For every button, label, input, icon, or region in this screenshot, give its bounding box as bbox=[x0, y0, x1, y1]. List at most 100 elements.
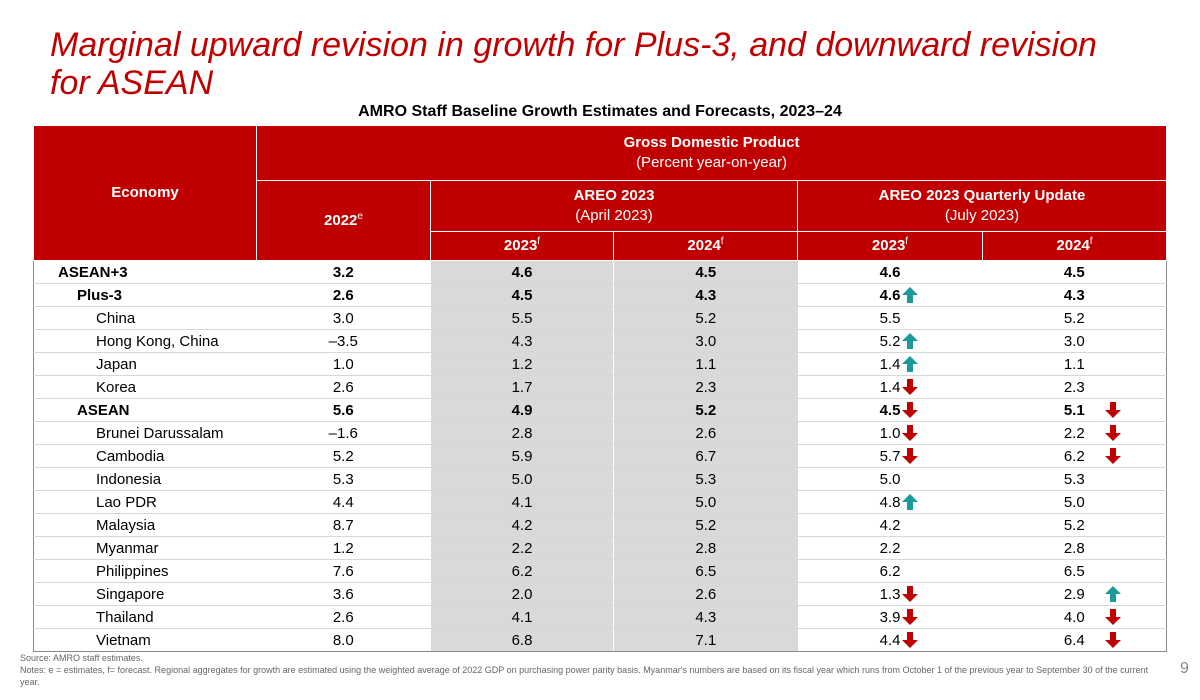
economy-name: Lao PDR bbox=[33, 490, 257, 514]
cell-value: 4.5 bbox=[1063, 263, 1085, 281]
value-areo-2023f: 4.1 bbox=[430, 490, 614, 514]
value-2022e: 5.6 bbox=[256, 398, 431, 422]
cell-value: 8.0 bbox=[332, 631, 354, 649]
value-update-2024f: 6.4 bbox=[982, 628, 1168, 652]
cell-value: 3.2 bbox=[332, 263, 354, 281]
value-areo-2023f: 5.5 bbox=[430, 306, 614, 330]
cell-value: 5.5 bbox=[879, 309, 901, 327]
value-2022e: 2.6 bbox=[256, 605, 431, 629]
value-update-2024f: 5.3 bbox=[982, 467, 1168, 491]
arrow-up-icon bbox=[901, 286, 919, 304]
arrow-down-icon bbox=[1104, 424, 1122, 442]
arrow-down-icon bbox=[1104, 608, 1122, 626]
cell-value: 2.6 bbox=[332, 286, 354, 304]
value-2022e: 3.0 bbox=[256, 306, 431, 330]
economy-header: Economy bbox=[33, 125, 257, 261]
value-update-2023f: 1.0 bbox=[797, 421, 983, 445]
value-areo-2023f: 1.7 bbox=[430, 375, 614, 399]
value-areo-2023f: 1.2 bbox=[430, 352, 614, 376]
cell-value: 1.2 bbox=[332, 539, 354, 557]
cell-value: 3.0 bbox=[695, 332, 717, 350]
cell-value: 4.8 bbox=[879, 493, 901, 511]
value-2022e: –3.5 bbox=[256, 329, 431, 353]
cell-value: 4.2 bbox=[879, 516, 901, 534]
arrow-down-icon bbox=[901, 585, 919, 603]
value-2022e: 5.2 bbox=[256, 444, 431, 468]
cell-value: 4.4 bbox=[879, 631, 901, 649]
value-update-2023f: 1.3 bbox=[797, 582, 983, 606]
cell-value: 4.5 bbox=[511, 286, 533, 304]
areo-2024-header: 2024f bbox=[613, 231, 798, 261]
cell-value: –1.6 bbox=[328, 424, 358, 442]
value-areo-2024f: 6.5 bbox=[613, 559, 798, 583]
value-2022e: 1.0 bbox=[256, 352, 431, 376]
cell-value: 5.0 bbox=[1063, 493, 1085, 511]
cell-value: 5.2 bbox=[1063, 516, 1085, 534]
value-2022e: 7.6 bbox=[256, 559, 431, 583]
cell-value: 4.1 bbox=[511, 493, 533, 511]
value-2022e: 4.4 bbox=[256, 490, 431, 514]
arrow-down-icon bbox=[901, 424, 919, 442]
value-update-2024f: 5.0 bbox=[982, 490, 1168, 514]
areo-header: AREO 2023 (April 2023) bbox=[430, 180, 798, 232]
cell-value: 1.4 bbox=[879, 378, 901, 396]
value-update-2023f: 5.0 bbox=[797, 467, 983, 491]
value-2022e: 3.2 bbox=[256, 260, 431, 284]
notes: Notes: e = estimates, f= forecast. Regio… bbox=[20, 665, 1149, 687]
table-body: ASEAN+3 3.2 4.6 4.5 4.6 4.5 Plus-3 2.6 4.5 4.3 4.6… bbox=[33, 260, 1168, 652]
value-update-2024f: 1.1 bbox=[982, 352, 1168, 376]
cell-value: 5.3 bbox=[695, 470, 717, 488]
cell-value: 2.2 bbox=[1063, 424, 1085, 442]
cell-value: 4.1 bbox=[511, 608, 533, 626]
cell-value: 5.7 bbox=[879, 447, 901, 465]
value-areo-2023f: 4.5 bbox=[430, 283, 614, 307]
cell-value: 1.3 bbox=[879, 585, 901, 603]
cell-value: 1.7 bbox=[511, 378, 533, 396]
cell-value: 4.5 bbox=[879, 401, 901, 419]
cell-value: 2.0 bbox=[511, 585, 533, 603]
value-areo-2024f: 3.0 bbox=[613, 329, 798, 353]
value-areo-2024f: 2.8 bbox=[613, 536, 798, 560]
cell-value: 1.1 bbox=[1063, 355, 1085, 373]
cell-value: 5.2 bbox=[695, 401, 717, 419]
value-update-2023f: 4.5 bbox=[797, 398, 983, 422]
cell-value: 3.0 bbox=[1063, 332, 1085, 350]
cell-value: 6.4 bbox=[1063, 631, 1085, 649]
value-2022e: –1.6 bbox=[256, 421, 431, 445]
value-areo-2024f: 5.2 bbox=[613, 306, 798, 330]
value-update-2024f: 6.5 bbox=[982, 559, 1168, 583]
value-update-2024f: 4.3 bbox=[982, 283, 1168, 307]
value-areo-2024f: 2.6 bbox=[613, 582, 798, 606]
value-2022e: 5.3 bbox=[256, 467, 431, 491]
value-areo-2023f: 6.8 bbox=[430, 628, 614, 652]
cell-value: 2.8 bbox=[1063, 539, 1085, 557]
value-update-2023f: 5.2 bbox=[797, 329, 983, 353]
value-update-2024f: 5.1 bbox=[982, 398, 1168, 422]
gdp-forecast-table: Economy Gross Domestic Product (Percent y… bbox=[33, 125, 1168, 652]
value-areo-2023f: 5.9 bbox=[430, 444, 614, 468]
economy-name: China bbox=[33, 306, 257, 330]
cell-value: 1.0 bbox=[879, 424, 901, 442]
year-2022-header: 2022e bbox=[256, 180, 431, 261]
cell-value: 3.0 bbox=[332, 309, 354, 327]
value-update-2023f: 2.2 bbox=[797, 536, 983, 560]
arrow-down-icon bbox=[901, 447, 919, 465]
arrow-up-icon bbox=[901, 355, 919, 373]
cell-value: 2.2 bbox=[879, 539, 901, 557]
cell-value: 2.8 bbox=[511, 424, 533, 442]
cell-value: 5.3 bbox=[332, 470, 354, 488]
value-areo-2024f: 4.3 bbox=[613, 605, 798, 629]
table-row: Myanmar 1.2 2.2 2.8 2.2 2.8 bbox=[33, 536, 1168, 560]
cell-value: 5.0 bbox=[695, 493, 717, 511]
cell-value: 3.6 bbox=[332, 585, 354, 603]
value-2022e: 8.7 bbox=[256, 513, 431, 537]
cell-value: 1.1 bbox=[695, 355, 717, 373]
cell-value: 6.5 bbox=[1063, 562, 1085, 580]
arrow-down-icon bbox=[1104, 631, 1122, 649]
cell-value: 5.1 bbox=[1063, 401, 1085, 419]
economy-name: Brunei Darussalam bbox=[33, 421, 257, 445]
update-2024-header: 2024f bbox=[981, 231, 1168, 261]
update-header: AREO 2023 Quarterly Update (July 2023) bbox=[796, 180, 1168, 232]
cell-value: 2.6 bbox=[332, 608, 354, 626]
value-2022e: 3.6 bbox=[256, 582, 431, 606]
